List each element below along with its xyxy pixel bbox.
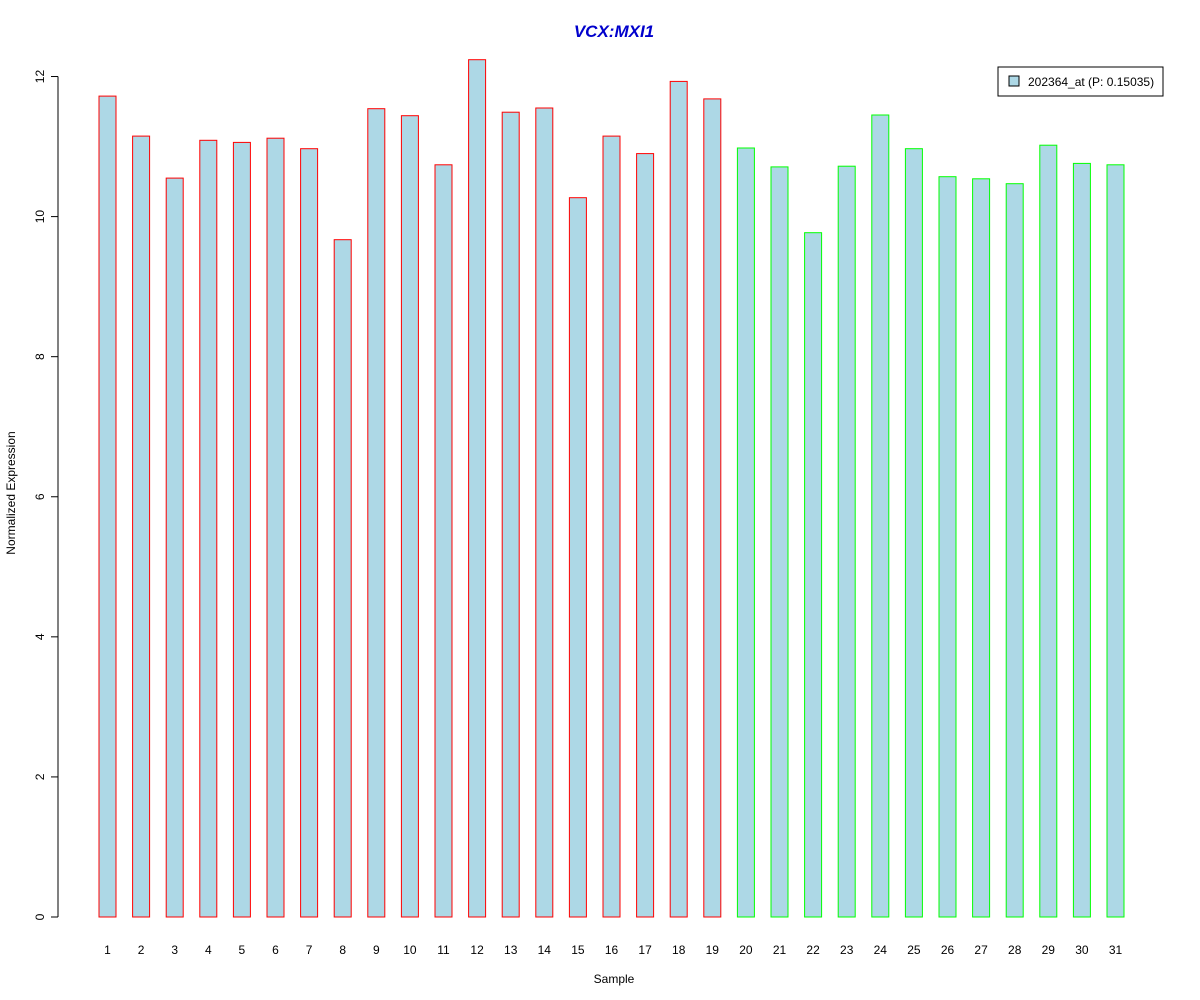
x-axis-tick-label: 9 (373, 943, 380, 957)
y-axis-tick-label: 12 (33, 70, 47, 84)
legend-box (997, 66, 1164, 97)
x-axis-tick-label: 10 (403, 943, 417, 957)
x-axis-tick-label: 22 (806, 943, 820, 957)
y-axis-label: Normalized Expression (4, 431, 18, 554)
y-axis-tick-label: 2 (33, 773, 47, 780)
bar-sample-23 (837, 165, 856, 918)
bar-sample-19 (703, 98, 722, 918)
bar-sample-9 (367, 108, 386, 918)
x-axis-tick-label: 24 (874, 943, 888, 957)
bar-sample-2 (132, 135, 151, 918)
x-axis-tick-label: 4 (205, 943, 212, 957)
bar-sample-26 (938, 176, 957, 918)
bar-sample-8 (333, 239, 352, 918)
x-axis-tick-label: 19 (706, 943, 720, 957)
bar-sample-20 (736, 147, 755, 918)
bar-series (98, 59, 1125, 918)
bar-sample-22 (804, 232, 823, 918)
y-axis: 0 2 4 6 8 10 12 (33, 70, 59, 920)
y-axis-tick-label: 10 (33, 210, 47, 224)
chart-title: VCX:MXI1 (574, 22, 654, 41)
bar-sample-29 (1039, 144, 1058, 918)
x-axis-tick-label: 8 (339, 943, 346, 957)
x-axis-tick-label: 14 (538, 943, 552, 957)
bar-sample-18 (669, 80, 688, 918)
y-axis-tick-label: 4 (33, 633, 47, 640)
x-axis-tick-label: 28 (1008, 943, 1022, 957)
bar-sample-1 (98, 95, 117, 918)
bar-sample-4 (199, 139, 218, 918)
x-axis-tick-label: 27 (974, 943, 988, 957)
x-axis-tick-label: 18 (672, 943, 686, 957)
legend: 202364_at (P: 0.15035) (997, 66, 1164, 97)
bar-sample-27 (972, 178, 991, 918)
bar-sample-5 (232, 141, 251, 918)
x-axis-tick-label: 2 (138, 943, 145, 957)
bar-sample-25 (904, 148, 923, 918)
bar-sample-30 (1072, 162, 1091, 918)
bar-sample-21 (770, 166, 789, 918)
bar-sample-11 (434, 164, 453, 918)
x-axis-tick-label: 25 (907, 943, 921, 957)
x-axis-tick-label: 13 (504, 943, 518, 957)
bar-sample-31 (1106, 164, 1125, 918)
bar-sample-6 (266, 137, 285, 918)
bar-sample-7 (300, 148, 319, 918)
bar-sample-28 (1005, 183, 1024, 918)
x-axis-tick-label: 12 (470, 943, 484, 957)
bar-sample-13 (501, 111, 520, 918)
legend-swatch (1008, 75, 1020, 87)
x-axis-label: Sample (594, 972, 635, 986)
x-axis-tick-label: 31 (1109, 943, 1123, 957)
x-axis-tick-label: 11 (437, 943, 450, 957)
x-axis-tick-label: 30 (1075, 943, 1089, 957)
x-axis-tick-label: 20 (739, 943, 753, 957)
x-axis-tick-label: 6 (272, 943, 279, 957)
y-axis-tick-label: 6 (33, 493, 47, 500)
bar-sample-3 (165, 177, 184, 918)
x-axis-tick-label: 15 (571, 943, 585, 957)
legend-label: 202364_at (P: 0.15035) (1028, 75, 1154, 89)
x-axis-tick-label: 3 (171, 943, 178, 957)
bar-sample-10 (400, 115, 419, 918)
x-axis-tick-labels: 1 2 3 4 5 6 7 8 9 10 11 12 13 14 15 16 17 18 19 20 21 22 23 24 2… (104, 943, 1122, 957)
x-axis-tick-label: 7 (306, 943, 313, 957)
x-axis-tick-label: 16 (605, 943, 619, 957)
x-axis-tick-label: 29 (1042, 943, 1056, 957)
bar-sample-15 (568, 197, 587, 918)
x-axis-tick-label: 1 (104, 943, 111, 957)
y-axis-tick-label: 8 (33, 353, 47, 360)
x-axis-tick-label: 21 (773, 943, 787, 957)
bar-sample-14 (535, 107, 554, 918)
x-axis-tick-label: 26 (941, 943, 955, 957)
x-axis-tick-label: 23 (840, 943, 854, 957)
bar-sample-17 (636, 153, 655, 918)
bar-sample-12 (468, 59, 487, 918)
bar-sample-16 (602, 135, 621, 918)
bar-sample-24 (871, 114, 890, 918)
x-axis-tick-label: 17 (638, 943, 652, 957)
y-axis-tick-label: 0 (33, 913, 47, 920)
x-axis-tick-label: 5 (239, 943, 246, 957)
